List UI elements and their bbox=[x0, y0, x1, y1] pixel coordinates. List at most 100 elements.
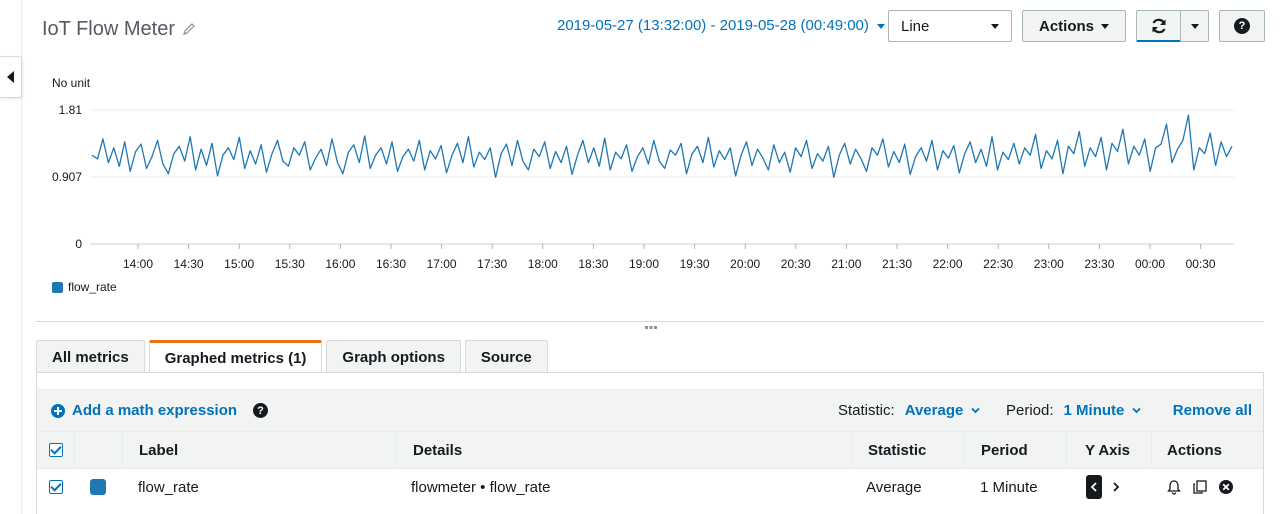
y-tick-label: 0 bbox=[75, 237, 82, 251]
remove-all-link[interactable]: Remove all bbox=[1172, 402, 1252, 419]
chevron-down-icon bbox=[1132, 407, 1142, 414]
chart-legend[interactable]: flow_rate bbox=[52, 280, 117, 294]
x-tick-label: 00:00 bbox=[1135, 257, 1165, 271]
statistic-value: Average bbox=[904, 402, 964, 419]
row-checkbox[interactable] bbox=[49, 480, 63, 494]
help-icon: ? bbox=[1234, 18, 1250, 34]
caret-left-icon bbox=[6, 71, 14, 83]
chevron-left-icon bbox=[1090, 482, 1097, 492]
x-tick-label: 23:00 bbox=[1034, 257, 1064, 271]
graph-type-select[interactable]: Line bbox=[888, 10, 1012, 42]
add-math-expression-link[interactable]: Add a math expression ? bbox=[51, 402, 269, 419]
copy-icon[interactable] bbox=[1192, 479, 1208, 495]
x-tick-label: 15:00 bbox=[224, 257, 254, 271]
left-panel-edge bbox=[0, 0, 22, 514]
bell-alarm-icon[interactable] bbox=[1166, 479, 1182, 495]
tab-all-metrics[interactable]: All metrics bbox=[36, 340, 145, 373]
x-tick-label: 19:30 bbox=[680, 257, 710, 271]
x-tick-label: 17:00 bbox=[427, 257, 457, 271]
metrics-tabs: All metrics Graphed metrics (1) Graph op… bbox=[36, 340, 548, 374]
x-tick-label: 21:00 bbox=[831, 257, 861, 271]
statistic-dropdown[interactable]: Average bbox=[905, 402, 981, 419]
actions-button[interactable]: Actions bbox=[1022, 10, 1126, 42]
graph-type-value: Line bbox=[901, 17, 930, 35]
row-period[interactable]: 1 Minute bbox=[980, 478, 1038, 496]
x-tick-label: 19:00 bbox=[629, 257, 659, 271]
chevron-right-icon bbox=[1113, 482, 1120, 492]
plus-circle-icon bbox=[51, 403, 65, 418]
x-tick-label: 22:00 bbox=[933, 257, 963, 271]
refresh-button[interactable] bbox=[1136, 10, 1180, 42]
row-details: flowmeter • flow_rate bbox=[411, 478, 551, 496]
caret-down-icon bbox=[876, 23, 885, 29]
caret-down-icon bbox=[1190, 23, 1199, 29]
collapse-sidebar-button[interactable] bbox=[0, 56, 22, 98]
color-header-cell bbox=[74, 432, 122, 468]
tab-source[interactable]: Source bbox=[464, 340, 548, 373]
row-actions bbox=[1166, 469, 1244, 505]
details-header[interactable]: Details bbox=[396, 432, 851, 468]
refresh-interval-dropdown[interactable] bbox=[1180, 10, 1209, 42]
statistic-label: Statistic: bbox=[838, 402, 895, 419]
x-tick-label: 15:30 bbox=[275, 257, 305, 271]
edit-pencil-icon[interactable] bbox=[182, 22, 196, 36]
series-line-flow_rate bbox=[91, 114, 1233, 179]
legend-label: flow_rate bbox=[68, 280, 117, 294]
row-select-cell bbox=[49, 469, 63, 505]
row-label[interactable]: flow_rate bbox=[138, 478, 199, 496]
remove-circle-icon[interactable] bbox=[1218, 479, 1234, 495]
row-y-axis bbox=[1086, 469, 1124, 505]
x-tick-label: 16:30 bbox=[376, 257, 406, 271]
x-tick-label: 22:30 bbox=[983, 257, 1013, 271]
help-button[interactable]: ? bbox=[1219, 10, 1265, 42]
x-tick-label: 17:30 bbox=[477, 257, 507, 271]
metrics-toolbar: Add a math expression ? Statistic: Avera… bbox=[37, 389, 1263, 431]
table-header: Label Details Statistic Period Y Axis Ac… bbox=[37, 431, 1263, 469]
date-range-text: 2019-05-27 (13:32:00) - 2019-05-28 (00:4… bbox=[557, 17, 869, 34]
line-chart: No unit 1.81 0.907 0 14:00 14:30 15:00 15:30 16:… bbox=[40, 70, 1280, 300]
period-control: Period: 1 Minute bbox=[1006, 402, 1142, 419]
x-tick-label: 16:00 bbox=[325, 257, 355, 271]
statistic-header[interactable]: Statistic bbox=[851, 432, 964, 468]
x-tick-label: 21:30 bbox=[882, 257, 912, 271]
graphed-metrics-panel: Add a math expression ? Statistic: Avera… bbox=[36, 372, 1264, 514]
period-dropdown[interactable]: 1 Minute bbox=[1064, 402, 1142, 419]
y-axis-unit-label: No unit bbox=[52, 76, 91, 90]
series-color-swatch[interactable] bbox=[90, 479, 106, 495]
tab-graphed-metrics[interactable]: Graphed metrics (1) bbox=[148, 340, 323, 374]
chevron-down-icon bbox=[971, 407, 980, 414]
x-tick-label: 23:30 bbox=[1084, 257, 1114, 271]
help-icon[interactable]: ? bbox=[253, 403, 269, 418]
y-axis-left-button[interactable] bbox=[1086, 475, 1102, 499]
x-tick-label: 14:00 bbox=[123, 257, 153, 271]
legend-swatch bbox=[52, 281, 63, 293]
resize-handle-icon[interactable] bbox=[644, 325, 658, 331]
caret-down-icon bbox=[1101, 23, 1109, 29]
x-tick-label: 00:30 bbox=[1186, 257, 1216, 271]
x-tick-label: 18:00 bbox=[528, 257, 558, 271]
date-range-selector[interactable]: 2019-05-27 (13:32:00) - 2019-05-28 (00:4… bbox=[557, 17, 885, 34]
select-all-cell bbox=[49, 432, 74, 468]
row-statistic[interactable]: Average bbox=[866, 478, 922, 496]
chart-svg: No unit 1.81 0.907 0 14:00 14:30 15:00 15:30 16:… bbox=[52, 76, 1234, 271]
tab-graph-options[interactable]: Graph options bbox=[326, 340, 461, 373]
actions-label: Actions bbox=[1039, 17, 1095, 35]
refresh-icon bbox=[1151, 18, 1166, 33]
x-tick-label: 20:00 bbox=[730, 257, 760, 271]
x-tick-label: 20:30 bbox=[781, 257, 811, 271]
y-tick-label: 1.81 bbox=[59, 103, 83, 117]
caret-down-icon bbox=[991, 23, 999, 29]
y-axis-header: Y Axis bbox=[1066, 432, 1151, 468]
row-color-cell bbox=[90, 469, 106, 505]
label-header[interactable]: Label bbox=[122, 432, 396, 468]
x-tick-label: 14:30 bbox=[174, 257, 204, 271]
period-label: Period: bbox=[1006, 402, 1054, 419]
y-axis-right-button[interactable] bbox=[1108, 475, 1124, 499]
actions-header: Actions bbox=[1151, 432, 1265, 468]
statistic-control: Statistic: Average bbox=[838, 402, 980, 419]
metrics-table: Label Details Statistic Period Y Axis Ac… bbox=[37, 431, 1263, 505]
period-header[interactable]: Period bbox=[964, 432, 1066, 468]
add-math-label: Add a math expression bbox=[72, 402, 238, 419]
select-all-checkbox[interactable] bbox=[49, 443, 63, 457]
dashboard-title: IoT Flow Meter bbox=[42, 18, 175, 40]
